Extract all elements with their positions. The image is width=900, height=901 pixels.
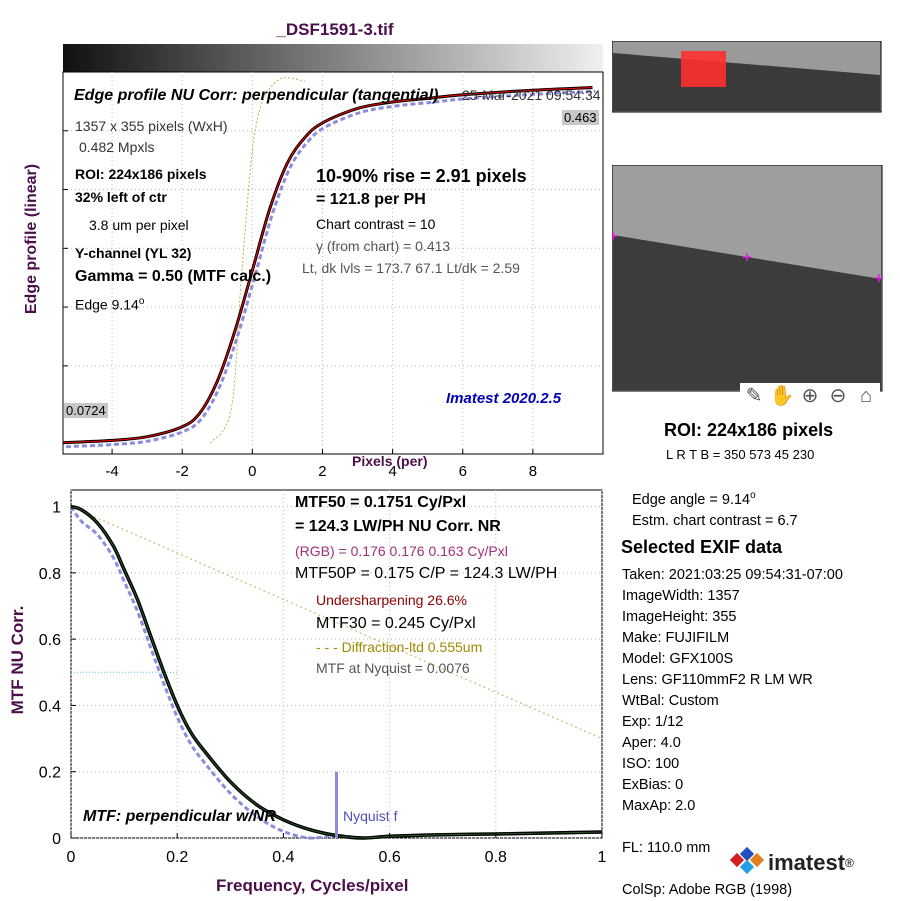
- per-ph-label: = 121.8 per PH: [316, 191, 426, 209]
- lwph-label: = 124.3 LW/PH NU Corr. NR: [295, 518, 501, 536]
- exif-line: ImageWidth: 1357: [622, 586, 843, 607]
- exif-line: Model: GFX100S: [622, 649, 843, 670]
- exif-title: Selected EXIF data: [621, 537, 782, 558]
- channel-label: Y-channel (YL 32): [75, 245, 191, 261]
- exif-line: ISO: 100: [622, 754, 843, 775]
- mtf-y-tick-label: 1: [52, 500, 61, 517]
- gamma-label: Gamma = 0.50 (MTF calc.): [75, 268, 271, 286]
- edge-timestamp: 25-Mar-2021 09:54:34: [462, 87, 601, 103]
- mtf-x-tick-label: 0.8: [485, 849, 507, 866]
- exif-line: Make: FUJIFILM: [622, 628, 843, 649]
- mtf-ylabel-box: MTF NU Corr.: [8, 560, 28, 760]
- max-value-label: 0.463: [562, 110, 599, 125]
- chart-contrast-label: Chart contrast = 10: [316, 216, 435, 232]
- exif-line: MaxAp: 2.0: [622, 796, 843, 817]
- left-of-center: 32% left of ctr: [75, 189, 167, 205]
- exif-line: Aper: 4.0: [622, 733, 843, 754]
- mtf50p-label: MTF50P = 0.175 C/P = 124.3 LW/PH: [295, 565, 557, 583]
- nyquist-mtf-label: MTF at Nyquist = 0.0076: [316, 660, 470, 676]
- um-per-pixel: 3.8 um per pixel: [89, 217, 189, 233]
- exif-line: ExBias: 0: [622, 775, 843, 796]
- undersharpening-label: Undersharpening 26.6%: [316, 592, 467, 608]
- rgb-mtf-label: (RGB) = 0.176 0.176 0.163 Cy/Pxl: [295, 543, 508, 559]
- roi-crop-image: [612, 165, 884, 393]
- mtf-x-tick-label: 0.6: [378, 849, 400, 866]
- edge-angle-degree: o: [750, 490, 756, 501]
- edge-x-axis-label: Pixels (per): [352, 453, 427, 469]
- exif-line: [622, 817, 843, 838]
- edge-header: Edge profile NU Corr: perpendicular (tan…: [74, 87, 438, 105]
- exif-line: Lens: GF110mmF2 R LM WR: [622, 670, 843, 691]
- mtf-y-tick-label: 0.4: [39, 698, 61, 715]
- imatest-logo: imatest ®: [730, 846, 854, 880]
- edge-angle-value: Edge angle = 9.14: [632, 492, 750, 508]
- rise-label: 10-90% rise = 2.91 pixels: [316, 166, 527, 187]
- mtf-y-tick-label: 0: [52, 831, 61, 848]
- edge-angle-label: Edge 9.14o: [75, 296, 144, 313]
- edge-ylabel-box: Edge profile (linear): [22, 140, 42, 340]
- mtf-y-tick-label: 0.2: [39, 765, 61, 782]
- gray-gradient-strip: [63, 44, 603, 72]
- estimated-contrast: Estm. chart contrast = 6.7: [632, 513, 798, 529]
- roi-title: ROI: 224x186 pixels: [664, 420, 833, 441]
- mtf-x-tick-label: 1: [598, 849, 607, 866]
- exif-line: ImageHeight: 355: [622, 607, 843, 628]
- mtf-x-tick-label: 0.4: [272, 849, 294, 866]
- mtf-y-tick-label: 0.6: [39, 632, 61, 649]
- zoom-out-icon[interactable]: ⊖: [824, 383, 852, 408]
- zoom-in-icon[interactable]: ⊕: [796, 383, 824, 408]
- edit-icon[interactable]: ✎: [740, 383, 768, 408]
- mtf-x-tick-label: 0: [67, 849, 76, 866]
- mtf-x-tick-label: 0.2: [166, 849, 188, 866]
- nyquist-label: Nyquist f: [343, 808, 397, 824]
- edge-angle-text: Edge 9.14: [75, 297, 139, 313]
- min-value-label: 0.0724: [64, 403, 108, 418]
- edge-angle-info: Edge angle = 9.14o: [632, 490, 756, 508]
- exif-line: WtBal: Custom: [622, 691, 843, 712]
- registered-mark: ®: [845, 856, 854, 870]
- edge-y-axis-label: Edge profile (linear): [23, 139, 41, 339]
- roi-lrtb: L R T B = 350 573 45 230: [666, 447, 814, 462]
- diffraction-label: - - - Diffraction-ltd 0.555um: [316, 639, 482, 655]
- image-mpxls: 0.482 Mpxls: [79, 139, 154, 155]
- mtf30-label: MTF30 = 0.245 Cy/Pxl: [316, 615, 476, 633]
- mtf-bottom-label: MTF: perpendicular w/NR: [83, 808, 276, 826]
- exif-line: Exp: 1/12: [622, 712, 843, 733]
- file-title: _DSF1591-3.tif: [0, 20, 670, 40]
- imatest-version: Imatest 2020.2.5: [446, 390, 561, 407]
- levels-label: Lt, dk lvls = 173.7 67.1 Lt/dk = 2.59: [302, 260, 520, 276]
- home-icon[interactable]: ⌂: [852, 385, 880, 408]
- full-image-thumbnail: [612, 41, 882, 113]
- roi-label: ROI: 224x186 pixels: [75, 166, 207, 182]
- gamma-chart-label: γ (from chart) = 0.413: [316, 238, 450, 254]
- roi-highlight: [681, 51, 726, 87]
- image-dims: 1357 x 355 pixels (WxH): [75, 118, 228, 134]
- imatest-logo-text: imatest: [768, 850, 845, 876]
- exif-line: Taken: 2021:03:25 09:54:31-07:00: [622, 565, 843, 586]
- pan-hand-icon[interactable]: ✋: [768, 383, 796, 408]
- degree-sign: o: [139, 296, 145, 307]
- mtf50-label: MTF50 = 0.1751 Cy/Pxl: [295, 494, 466, 512]
- image-toolbar: ✎✋⊕⊖⌂: [740, 383, 880, 408]
- mtf-y-tick-label: 0.8: [39, 566, 61, 583]
- exif-line: ColSp: Adobe RGB (1998): [622, 880, 843, 901]
- mtf-y-axis-label: MTF NU Corr.: [8, 560, 28, 760]
- imatest-logo-icon: [730, 846, 764, 880]
- mtf-x-axis-label: Frequency, Cycles/pixel: [216, 876, 408, 896]
